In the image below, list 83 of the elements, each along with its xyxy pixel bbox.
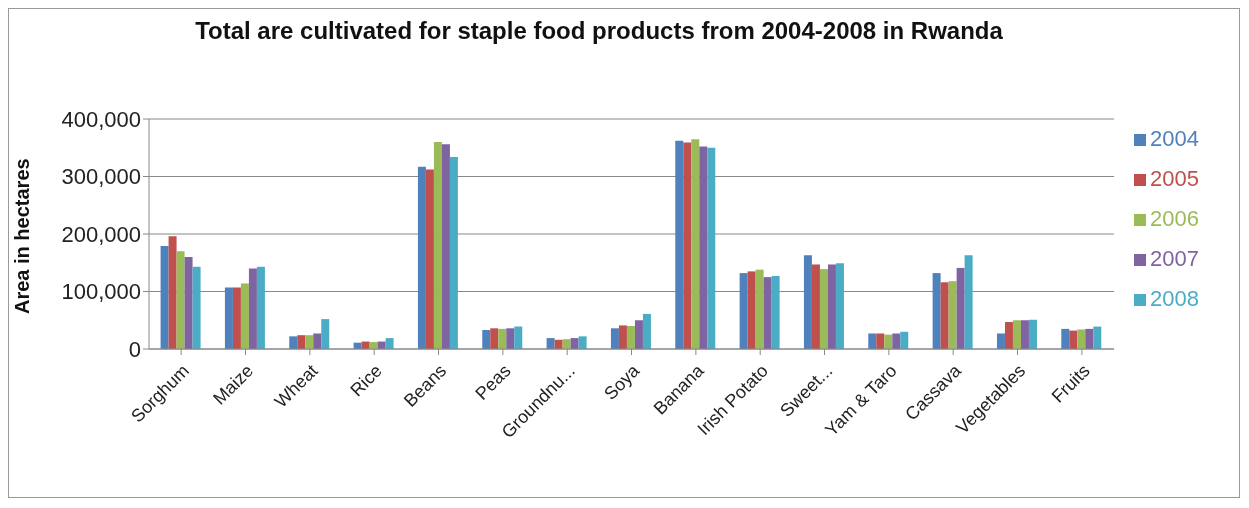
bar: [168, 236, 177, 349]
bar: [771, 275, 780, 349]
bar: [755, 269, 764, 349]
bar: [305, 335, 314, 349]
legend-label: 2007: [1150, 246, 1199, 271]
bar: [819, 269, 828, 349]
bar: [1085, 328, 1094, 349]
bar: [498, 328, 507, 349]
bar: [707, 147, 716, 349]
bar: [297, 335, 306, 349]
bar: [449, 156, 458, 349]
bar: [441, 144, 450, 349]
bar: [892, 333, 901, 349]
y-tick-label: 100,000: [61, 279, 141, 305]
bar: [683, 142, 692, 349]
bar: [232, 287, 241, 349]
bar: [506, 328, 515, 349]
bar: [490, 328, 499, 349]
bar: [610, 328, 619, 349]
bar: [739, 273, 748, 349]
bar: [160, 246, 169, 349]
bar: [578, 336, 587, 349]
chart-title: Total are cultivated for staple food products from 2004-2008 in Rwanda: [194, 16, 1004, 46]
y-tick-label: 0: [128, 336, 141, 362]
bar: [811, 264, 820, 349]
bar: [835, 263, 844, 349]
bar: [948, 281, 957, 349]
bar: [417, 166, 426, 349]
bar: [256, 266, 265, 349]
bar: [425, 169, 434, 349]
bar: [691, 139, 700, 349]
bar: [184, 257, 193, 349]
bar: [313, 333, 322, 349]
bar: [570, 338, 579, 349]
bar: [1069, 330, 1078, 349]
bar: [1077, 329, 1086, 349]
y-axis-title: Area in hectares: [11, 158, 34, 314]
bar: [932, 273, 941, 349]
bar: [433, 142, 442, 349]
bar: [803, 255, 812, 349]
bar: [626, 326, 635, 349]
x-tick-label: Rice: [346, 360, 386, 401]
bar: [876, 333, 885, 349]
bar: [240, 283, 249, 349]
legend-label: 2008: [1150, 286, 1199, 311]
bar: [675, 140, 684, 349]
bar: [956, 267, 965, 349]
legend-label: 2005: [1150, 166, 1199, 191]
bar: [940, 282, 949, 349]
bar: [385, 338, 394, 349]
bar: [482, 330, 491, 349]
bar: [964, 255, 973, 349]
bar: [884, 334, 893, 349]
bar: [868, 333, 877, 349]
y-tick-label: 400,000: [61, 106, 141, 132]
bar: [827, 264, 836, 349]
bar: [634, 320, 643, 349]
legend-label: 2004: [1150, 126, 1199, 151]
bar: [321, 319, 330, 349]
bar: [1004, 321, 1013, 349]
bar: [176, 251, 185, 349]
y-tick-label: 200,000: [61, 221, 141, 247]
bar: [546, 338, 555, 349]
bar: [514, 326, 523, 349]
bar: [642, 313, 651, 349]
bar: [289, 336, 298, 349]
bar: [1028, 319, 1037, 349]
bar: [192, 266, 201, 349]
bar: [747, 271, 756, 349]
bar: [618, 325, 627, 349]
legend-label: 2006: [1150, 206, 1199, 231]
bar: [1061, 328, 1070, 349]
bar: [562, 339, 571, 349]
bar: [224, 287, 233, 349]
bar: [1093, 326, 1102, 349]
bar: [699, 146, 708, 349]
bar: [996, 333, 1005, 349]
y-tick-label: 300,000: [61, 164, 141, 190]
bar: [900, 331, 909, 349]
bar: [248, 268, 257, 349]
bar: [1020, 320, 1029, 349]
bar: [763, 277, 772, 349]
bar: [1012, 320, 1021, 349]
